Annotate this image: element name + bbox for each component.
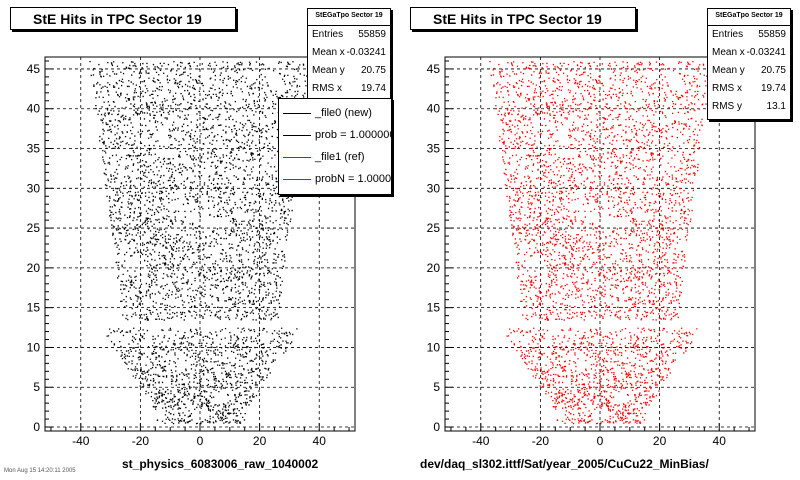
legend-entry: prob = 1.000000 — [279, 124, 391, 146]
x-tick-label: 0 — [597, 434, 604, 448]
stats-label: Mean y — [712, 65, 745, 76]
y-tick-label: 0 — [33, 420, 40, 434]
legend-line — [283, 113, 311, 114]
y-tick-label: 40 — [427, 102, 441, 116]
stats-value: 13.1 — [766, 101, 786, 112]
stats-label: Entries — [712, 29, 744, 40]
chart-1-stats-row: RMS x 19.74 — [308, 80, 390, 98]
stats-value: 19.74 — [760, 83, 786, 94]
chart-1-stats-row: Mean y 20.75 — [308, 62, 390, 80]
chart-2-caption: dev/daq_sl302.ittf/Sat/year_2005/CuCu22_… — [420, 457, 709, 471]
stats-value: 20.75 — [360, 65, 386, 76]
y-tick-label: 25 — [27, 221, 41, 235]
legend-entry: probN = 1.000000 — [279, 168, 391, 190]
y-tick-label: 40 — [27, 102, 41, 116]
x-tick-label: 40 — [713, 434, 727, 448]
legend-label: _file0 (new) — [315, 107, 372, 119]
chart-2-stats-box: StEGaTpo Sector 19 Entries 55859 Mean x -0… — [707, 8, 791, 120]
legend-line — [283, 157, 311, 158]
stats-value: -0.03241 — [746, 47, 786, 58]
y-tick-label: 20 — [27, 261, 41, 275]
legend-entry: _file0 (new) — [279, 102, 391, 124]
y-tick-label: 35 — [427, 142, 441, 156]
stats-value: -0.03241 — [346, 47, 386, 58]
y-tick-label: 10 — [27, 340, 41, 354]
stats-label: Mean y — [312, 65, 345, 76]
y-tick-label: 30 — [427, 181, 441, 195]
stats-value: 20.75 — [760, 65, 786, 76]
chart-2-hit-points — [489, 61, 712, 425]
chart-2-stats-row: Entries 55859 — [708, 26, 790, 44]
chart-1-legend: _file0 (new) prob = 1.000000 _file1 (ref… — [278, 98, 392, 195]
chart-1-caption: st_physics_6083006_raw_1040002 — [122, 457, 319, 471]
x-tick-label: 0 — [197, 434, 204, 448]
chart-1-stats-header: StEGaTpo Sector 19 — [308, 9, 390, 26]
y-tick-label: 45 — [427, 62, 441, 76]
legend-line — [283, 135, 311, 136]
chart-2-title-box: StE Hits in TPC Sector 19 — [410, 7, 636, 30]
chart-2-stats-row: Mean x -0.03241 — [708, 44, 790, 62]
y-tick-label: 25 — [427, 221, 441, 235]
chart-2-stats-row: RMS x 19.74 — [708, 80, 790, 98]
y-tick-label: 15 — [27, 301, 41, 315]
legend-line — [283, 179, 311, 180]
chart-2-stats-row: RMS y 13.1 — [708, 98, 790, 116]
x-tick-label: 20 — [653, 434, 667, 448]
stats-label: RMS x — [312, 83, 342, 94]
chart-1-stats-row: Entries 55859 — [308, 26, 390, 44]
x-tick-label: 20 — [253, 434, 267, 448]
x-tick-label: -20 — [132, 434, 150, 448]
y-tick-label: 20 — [427, 261, 441, 275]
stats-value: 55859 — [358, 29, 386, 40]
y-tick-label: 5 — [433, 380, 440, 394]
y-tick-label: 30 — [27, 181, 41, 195]
x-tick-label: -40 — [472, 434, 490, 448]
stats-label: RMS y — [712, 101, 742, 112]
y-tick-label: 0 — [433, 420, 440, 434]
chart-1-stats-box: StEGaTpo Sector 19 Entries 55859 Mean x -0… — [307, 8, 391, 102]
y-tick-label: 15 — [427, 301, 441, 315]
y-tick-label: 35 — [27, 142, 41, 156]
stats-value: 19.74 — [360, 83, 386, 94]
stats-value: 55859 — [758, 29, 786, 40]
y-tick-label: 5 — [33, 380, 40, 394]
y-tick-label: 45 — [27, 62, 41, 76]
legend-label: probN = 1.000000 — [315, 173, 392, 185]
x-tick-label: -40 — [72, 434, 90, 448]
chart-2-stats-header: StEGaTpo Sector 19 — [708, 9, 790, 26]
x-tick-label: 40 — [313, 434, 327, 448]
chart-1-stats-row: Mean x -0.03241 — [308, 44, 390, 62]
stats-label: Entries — [312, 29, 344, 40]
stats-label: Mean x — [712, 47, 745, 58]
footer-note: Mon Aug 15 14:20:11 2005 — [4, 468, 76, 474]
chart-2-title: StE Hits in TPC Sector 19 — [433, 11, 602, 27]
y-tick-label: 10 — [427, 340, 441, 354]
legend-entry: _file1 (ref) — [279, 146, 391, 168]
stats-label: RMS x — [712, 83, 742, 94]
chart-2-stats-row: Mean y 20.75 — [708, 62, 790, 80]
legend-label: prob = 1.000000 — [315, 129, 392, 141]
chart-1-title-box: StE Hits in TPC Sector 19 — [10, 7, 236, 30]
legend-label: _file1 (ref) — [315, 151, 365, 163]
stats-label: Mean x — [312, 47, 345, 58]
x-tick-label: -20 — [532, 434, 550, 448]
chart-1-hit-points — [89, 61, 312, 425]
chart-2-plot: -40 -20 0 20 40 0 5 10 15 20 25 30 35 40 45 — [427, 56, 756, 448]
chart-1-title: StE Hits in TPC Sector 19 — [33, 11, 202, 27]
